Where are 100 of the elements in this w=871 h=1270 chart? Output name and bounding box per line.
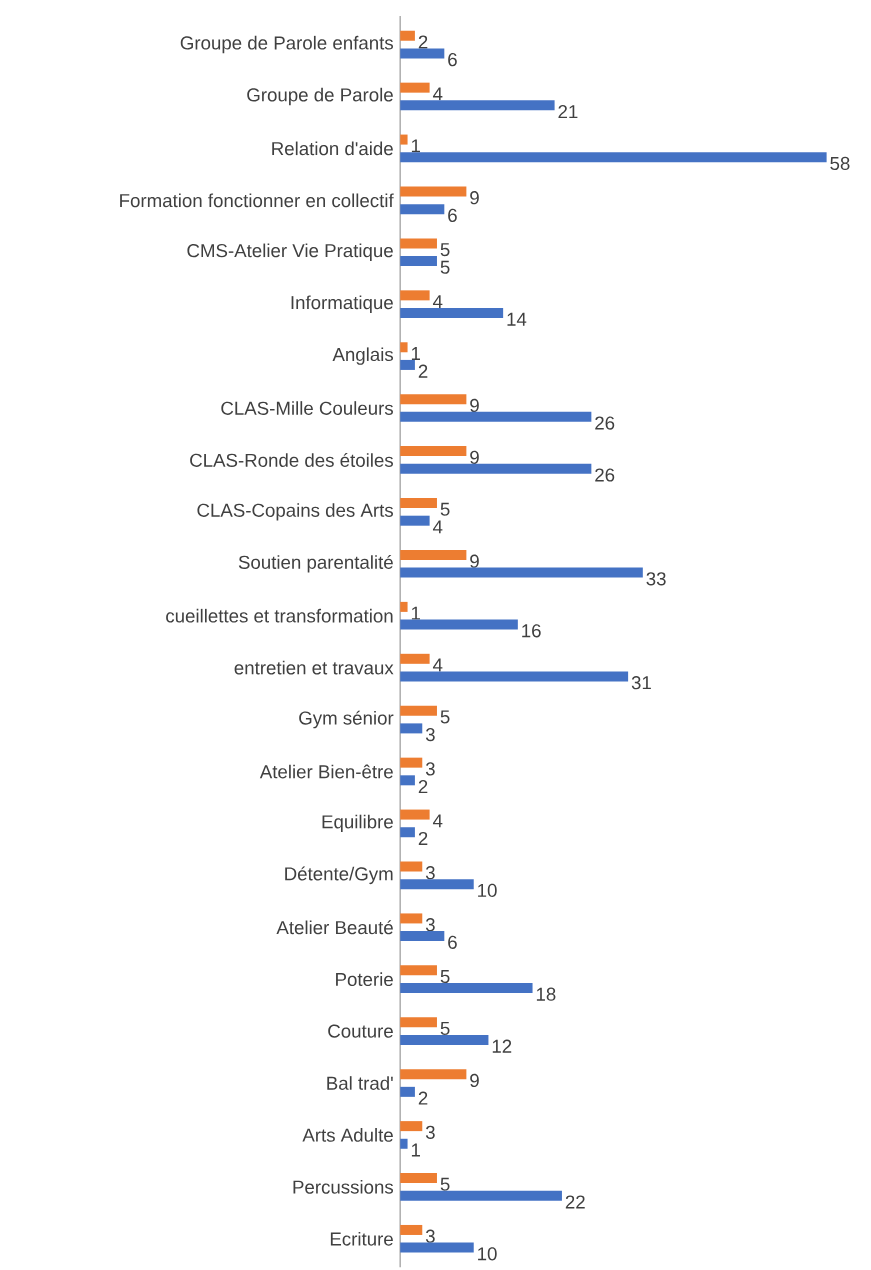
bar [400, 567, 643, 578]
y-tick-label: Equilibre [322, 814, 393, 833]
bar [400, 931, 445, 942]
data-label: 2 [418, 35, 428, 49]
data-label: 4 [432, 814, 443, 828]
data-label: 4 [432, 295, 443, 309]
data-label: 21 [558, 105, 578, 119]
bar [400, 965, 437, 976]
data-label: 31 [631, 676, 651, 690]
y-tick-label: entretien et travaux [234, 660, 394, 675]
data-label: 2 [418, 364, 428, 378]
bar [400, 30, 415, 41]
y-tick-label: Atelier Beauté [276, 920, 393, 935]
bar [400, 359, 415, 370]
bar [400, 723, 423, 734]
bar [400, 983, 533, 993]
bar [400, 411, 592, 422]
y-tick-label: Groupe de Parole enfants [180, 35, 393, 54]
bar [400, 1173, 437, 1184]
y-tick-label: Couture [328, 1024, 393, 1038]
bar [400, 515, 430, 526]
bar [400, 671, 629, 682]
bar [400, 549, 467, 560]
bar [400, 498, 437, 509]
bar [400, 705, 437, 716]
y-tick-label: Anglais [332, 347, 393, 365]
bar [400, 48, 445, 59]
data-label: 5 [440, 243, 450, 257]
bar [400, 757, 423, 768]
bar [400, 775, 415, 786]
data-label: 9 [470, 1073, 479, 1088]
y-tick-label: Détente/Gym [285, 866, 393, 885]
bar [400, 1034, 489, 1045]
bar [400, 1242, 474, 1253]
y-tick-label: Poterie [336, 972, 393, 987]
data-label: 33 [646, 572, 666, 586]
data-label: 5 [440, 260, 450, 274]
bar [400, 342, 408, 353]
data-label: 10 [478, 1247, 497, 1261]
y-tick-label: Relation d'aide [272, 141, 393, 156]
data-label: 3 [425, 918, 435, 932]
y-tick-label: CLAS-Copains des Arts [197, 503, 393, 521]
bar [400, 394, 467, 405]
y-tick-label: CLAS-Ronde des étoiles [190, 452, 393, 467]
data-label: 4 [432, 658, 443, 672]
y-tick-label: Gym sénior [299, 710, 394, 729]
data-label: 1 [411, 139, 420, 153]
data-label: 2 [418, 1091, 428, 1105]
data-label: 26 [595, 468, 615, 482]
data-label: 12 [492, 1039, 512, 1053]
bar [400, 238, 437, 249]
data-label: 1 [411, 1143, 420, 1157]
bar [400, 1138, 408, 1149]
bar [400, 152, 827, 163]
y-tick-label: Atelier Bien-être [259, 764, 393, 779]
bar [400, 1190, 562, 1201]
bar [400, 100, 555, 111]
y-tick-label: Bal trad' [327, 1076, 393, 1090]
bar [400, 446, 467, 457]
y-tick-label: Percussions [293, 1180, 393, 1194]
data-label: 5 [440, 502, 450, 516]
y-tick-label: cueillettes et transformation [166, 608, 393, 623]
data-label: 3 [425, 1125, 435, 1139]
bar [400, 653, 430, 664]
data-label: 9 [470, 450, 479, 464]
y-tick-label: CLAS-Mille Couleurs [221, 401, 393, 415]
data-label: 2 [418, 831, 428, 845]
bar [400, 827, 415, 838]
bar [400, 601, 408, 612]
data-label: 1 [411, 347, 420, 360]
data-label: 10 [478, 883, 497, 897]
data-label: 4 [432, 520, 443, 534]
bar [400, 134, 408, 145]
data-label: 18 [536, 987, 556, 1001]
data-label: 16 [522, 624, 541, 638]
data-label: 6 [448, 52, 457, 67]
bar [400, 1086, 415, 1097]
bar [400, 204, 445, 215]
bar [400, 82, 430, 93]
bar [400, 861, 423, 872]
bar [400, 1224, 423, 1235]
data-label: 3 [425, 866, 435, 880]
bar [400, 463, 592, 474]
bar [400, 809, 430, 820]
data-label: 2 [418, 780, 428, 794]
y-tick-label: Ecriture [330, 1231, 393, 1246]
data-label: 26 [595, 416, 615, 430]
data-label: 3 [425, 762, 435, 776]
data-label: 22 [565, 1195, 585, 1209]
bar [400, 308, 504, 319]
y-tick-label: Formation fonctionner en collectif [120, 193, 394, 208]
data-label: 9 [470, 398, 479, 413]
bar [400, 619, 518, 630]
bar [400, 186, 467, 197]
data-label: 5 [440, 1177, 450, 1191]
bar [400, 1017, 437, 1028]
y-tick-label: CMS-Atelier Vie Pratique [187, 243, 393, 261]
data-label: 1 [411, 606, 420, 620]
data-label: 3 [425, 1229, 435, 1243]
data-label: 5 [440, 710, 450, 724]
